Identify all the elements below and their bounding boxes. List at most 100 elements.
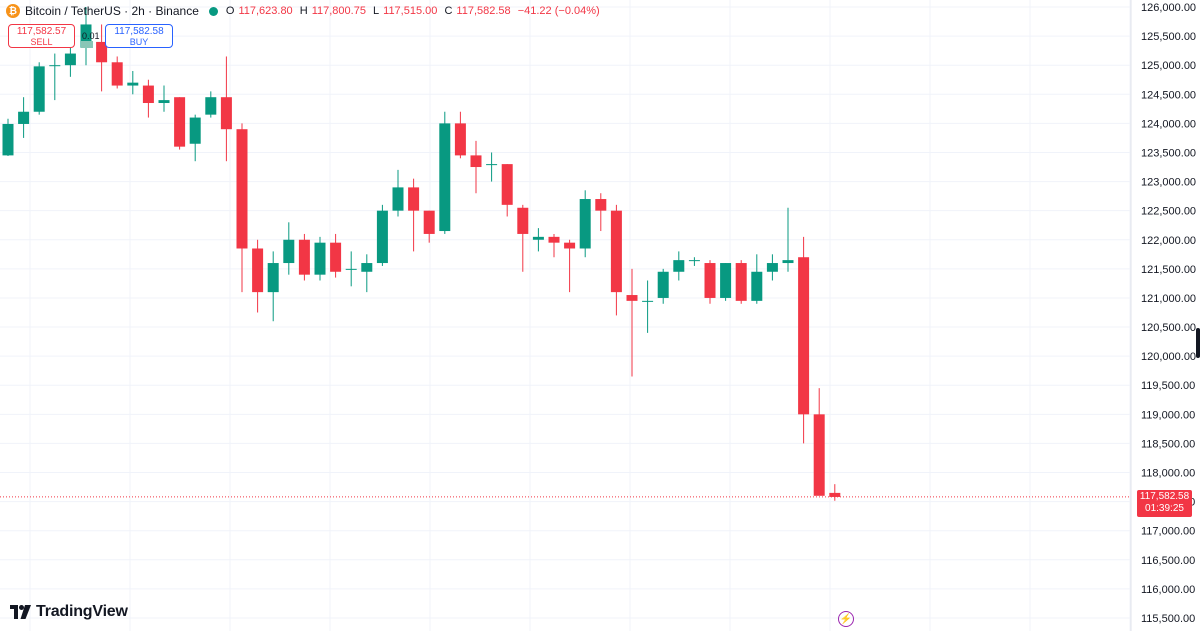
candle-down (798, 257, 810, 415)
candle-down (298, 239, 310, 275)
candle-up (673, 260, 685, 272)
candle-down (829, 492, 841, 497)
candle-down (96, 41, 108, 63)
sell-price: 117,582.57 (16, 26, 67, 37)
candle-up (64, 53, 76, 66)
symbol-legend: ₿ Bitcoin / TetherUS · 2h · Binance O 117… (6, 3, 604, 19)
candle-up (751, 271, 763, 301)
buy-price: 117,582.58 (114, 26, 164, 37)
y-tick-label: 119,000.00 (1141, 409, 1195, 421)
y-tick-label: 124,500.00 (1141, 89, 1196, 101)
y-tick-label: 124,000.00 (1141, 118, 1196, 130)
candle-up (205, 97, 217, 115)
bar-countdown: 01:39:25 (1145, 503, 1184, 514)
open-label: O (225, 5, 235, 17)
candle-up (2, 123, 14, 156)
y-tick-label: 118,000.00 (1141, 468, 1195, 480)
candle-down (610, 210, 622, 293)
y-tick-label: 117,000.00 (1141, 526, 1195, 538)
candle-down (564, 242, 576, 249)
candle-up (688, 260, 700, 262)
candle-up (579, 199, 591, 249)
symbol-title[interactable]: Bitcoin / TetherUS · 2h · Binance (25, 4, 199, 18)
change-value: −41.22 (−0.04%) (517, 5, 600, 17)
brand-name: TradingView (36, 603, 128, 620)
candle-down (111, 62, 123, 86)
candle-up (486, 164, 498, 166)
candle-up (657, 271, 669, 298)
tradingview-logo-icon (10, 605, 31, 619)
candle-up (532, 236, 544, 240)
close-value: 117,582.58 (456, 5, 511, 17)
candle-up (782, 260, 794, 264)
candle-down (408, 187, 420, 211)
candle-up (439, 123, 451, 232)
close-label: C (444, 5, 453, 17)
candle-up (18, 111, 30, 124)
y-tick-label: 126,000.00 (1141, 2, 1196, 14)
sell-label: SELL (30, 37, 53, 47)
sell-button[interactable]: 117,582.57 SELL (8, 24, 75, 48)
buy-label: BUY (129, 37, 149, 47)
y-tick-label: 116,500.00 (1141, 555, 1195, 567)
y-tick-label: 123,000.00 (1141, 177, 1196, 189)
candle-down (626, 295, 638, 301)
candle-up (80, 24, 92, 48)
y-tick-label: 120,500.00 (1141, 322, 1196, 334)
candle-down (501, 164, 513, 205)
candle-up (314, 242, 326, 275)
candle-down (252, 248, 264, 293)
last-price-value: 117,582.58 (1139, 491, 1190, 502)
candle-down (470, 155, 482, 168)
tradingview-logo[interactable]: TradingView (10, 603, 128, 621)
high-value: 117,800.75 (311, 5, 366, 17)
y-tick-label: 115,500.00 (1141, 613, 1195, 625)
low-label: L (373, 5, 380, 17)
spread-value: 0.01 (82, 31, 100, 41)
y-tick-label: 122,500.00 (1141, 206, 1196, 218)
candle-up (361, 263, 373, 272)
candle-up (158, 100, 170, 104)
spread-indicator (81, 41, 93, 48)
bitcoin-icon: ₿ (6, 4, 20, 18)
candle-down (517, 207, 529, 234)
candle-down (735, 263, 747, 301)
y-tick-label: 119,500.00 (1141, 380, 1195, 392)
last-price-tag: 117,582.58 01:39:25 (1137, 490, 1192, 517)
candle-down (548, 236, 560, 243)
y-tick-label: 121,000.00 (1141, 293, 1196, 305)
candle-down (174, 97, 186, 147)
candle-up (283, 239, 295, 264)
ohlc-values: O 117,623.80 H 117,800.75 L 117,515.00 C 117… (226, 5, 604, 17)
candle-up (189, 117, 201, 144)
scale-drag-handle[interactable] (1196, 328, 1200, 358)
y-tick-label: 120,000.00 (1141, 351, 1196, 363)
low-value: 117,515.00 (383, 5, 438, 17)
candle-up (267, 263, 279, 293)
open-value: 117,623.80 (238, 5, 293, 17)
candle-up (345, 268, 357, 270)
y-tick-label: 118,500.00 (1141, 438, 1195, 450)
y-tick-label: 122,000.00 (1141, 235, 1196, 247)
candle-up (766, 263, 778, 272)
candle-down (220, 97, 232, 130)
candle-down (142, 85, 154, 104)
high-label: H (299, 5, 308, 17)
y-tick-label: 125,000.00 (1141, 60, 1196, 72)
candle-up (376, 210, 388, 264)
candle-down (454, 123, 466, 156)
y-tick-label: 125,500.00 (1141, 31, 1196, 43)
lightning-icon[interactable]: ⚡ (838, 611, 854, 627)
buy-button[interactable]: 117,582.58 BUY (105, 24, 173, 48)
candle-up (49, 65, 61, 67)
y-tick-label: 116,000.00 (1141, 584, 1195, 596)
candle-down (813, 414, 825, 496)
candle-up (642, 300, 654, 302)
y-tick-label: 121,500.00 (1141, 264, 1196, 276)
candle-up (127, 82, 139, 86)
market-status-icon (208, 6, 218, 16)
candle-up (720, 263, 732, 298)
candle-down (595, 199, 607, 211)
